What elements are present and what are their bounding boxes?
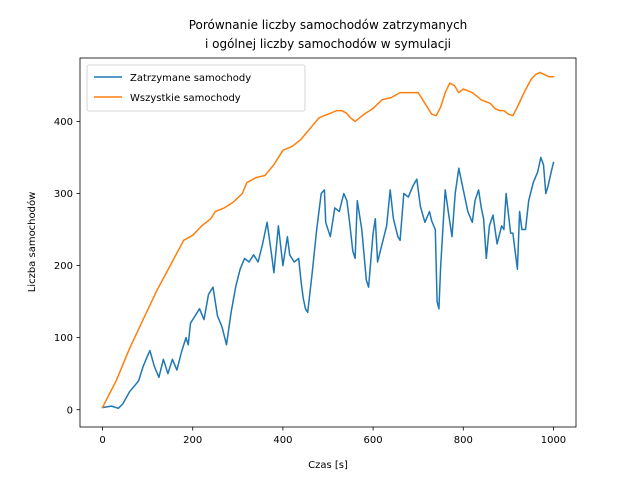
chart-title-line-1: Porównanie liczby samochodów zatrzymanyc… [189, 18, 468, 32]
x-tick-label: 800 [454, 435, 473, 446]
series-line-all-cars [101, 71, 555, 409]
x-axis: 0 200 400 600 800 1000 [99, 427, 566, 446]
x-tick-label: 1000 [541, 435, 566, 446]
chart-title: Porównanie liczby samochodów zatrzymanyc… [189, 18, 468, 51]
plot-frame [79, 57, 577, 428]
x-tick-label: 200 [183, 435, 202, 446]
legend-label-all-cars: Wszystkie samochody [130, 93, 241, 104]
x-axis-label: Czas [s] [308, 460, 348, 471]
legend-box [86, 64, 306, 112]
x-tick-label: 0 [99, 435, 105, 446]
series-layer [101, 71, 555, 410]
series-line-stopped-cars [101, 156, 555, 410]
legend: Zatrzymane samochody Wszystkie samochody [86, 64, 306, 112]
chart-title-line-2: i ogólnej liczby samochodów w symulacji [205, 37, 451, 51]
y-axis-label: Liczba samochodów [26, 192, 38, 293]
y-tick-label: 400 [54, 117, 73, 128]
y-tick-label: 200 [54, 261, 73, 272]
y-tick-label: 0 [67, 405, 73, 416]
x-tick-label: 600 [364, 435, 383, 446]
y-axis: 0 100 200 300 400 [54, 117, 80, 416]
y-tick-label: 300 [54, 189, 73, 200]
x-tick-label: 400 [273, 435, 292, 446]
legend-label-stopped-cars: Zatrzymane samochody [130, 73, 251, 84]
y-tick-label: 100 [54, 333, 73, 344]
